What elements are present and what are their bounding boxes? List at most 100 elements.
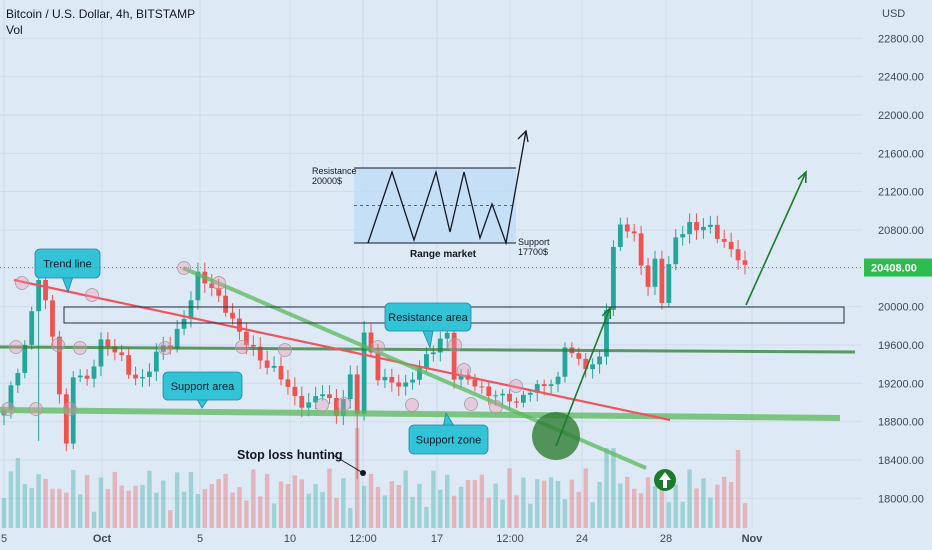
- volume-bar: [555, 480, 561, 528]
- candle-body: [527, 392, 533, 395]
- volume-bar: [147, 470, 152, 528]
- trend-line-callout-label: Trend line: [43, 259, 92, 271]
- marker-circle: [405, 398, 419, 412]
- volume-indicator-label: Vol: [6, 23, 23, 37]
- range-zigzag: [367, 130, 527, 246]
- volume-bar: [382, 495, 388, 528]
- candle-body: [451, 332, 457, 380]
- candle-body: [174, 328, 180, 349]
- candle-body: [701, 226, 706, 231]
- volume-bar: [410, 497, 415, 528]
- volume-bar: [8, 471, 14, 528]
- y-tick-label: 19600.00: [878, 340, 924, 352]
- marker-circle: [15, 276, 29, 290]
- candle-body: [133, 374, 138, 379]
- x-tick-label: 28: [660, 533, 672, 545]
- volume-bar: [98, 477, 104, 528]
- candle-body: [604, 309, 609, 357]
- x-tick-label: 12:00: [496, 533, 524, 545]
- candle-body: [396, 382, 402, 387]
- volume-bar: [521, 477, 526, 528]
- candle-body: [313, 396, 319, 403]
- candle-body: [264, 360, 270, 368]
- candle-body: [541, 384, 547, 387]
- y-tick-label: 18800.00: [878, 417, 924, 429]
- marker-circle: [73, 341, 87, 355]
- candle-body: [562, 347, 568, 377]
- range-market-label: Range market: [410, 249, 477, 260]
- volume-bar: [424, 506, 429, 528]
- volume-bar: [119, 485, 124, 528]
- candle-body: [424, 354, 429, 368]
- range-resistance-label: Resistance: [312, 166, 357, 176]
- volume-bar: [105, 488, 111, 528]
- volume-bar: [742, 503, 748, 528]
- current-price-value: 20408.00: [871, 263, 917, 275]
- candle-body: [548, 384, 554, 387]
- y-tick-label: 22800.00: [878, 33, 924, 45]
- volume-bar: [528, 503, 533, 528]
- candle-body: [29, 311, 35, 345]
- volume-bar: [451, 495, 457, 528]
- candle-body: [361, 332, 367, 414]
- marker-circle: [509, 379, 523, 393]
- candle-body: [576, 353, 582, 359]
- candle-body: [458, 374, 464, 380]
- currency-label: USD: [882, 8, 905, 20]
- volume-bar: [389, 481, 395, 528]
- candle-body: [417, 367, 422, 380]
- volume-bar: [84, 475, 90, 528]
- candle-body: [534, 384, 540, 393]
- volume-bar: [271, 503, 277, 528]
- range-support-value: 17700$: [518, 247, 548, 257]
- candle-body: [382, 376, 388, 381]
- candle-body: [278, 365, 284, 380]
- volume-bar: [195, 493, 201, 528]
- volume-bar: [417, 483, 422, 528]
- volume-bar: [154, 492, 159, 528]
- volume-bar: [251, 469, 256, 528]
- volume-bar: [715, 484, 720, 528]
- volume-bar: [57, 488, 62, 528]
- volume-bar: [133, 485, 138, 528]
- volume-bar: [15, 458, 21, 528]
- volume-bar: [216, 479, 221, 528]
- volume-bar: [22, 484, 27, 528]
- marker-circle: [235, 340, 249, 354]
- time-axis-bg: [0, 528, 932, 550]
- volume-bar: [77, 494, 83, 528]
- candle-body: [479, 386, 485, 388]
- candle-body: [368, 332, 374, 353]
- range-support-label: Support: [518, 237, 550, 247]
- marker-circle: [29, 402, 43, 416]
- support-band: [0, 407, 841, 421]
- marker-circle: [448, 338, 462, 352]
- candle-body: [299, 396, 305, 408]
- candle-body: [334, 398, 339, 416]
- candle-body: [437, 338, 443, 353]
- y-tick-label: 22000.00: [878, 110, 924, 122]
- candle-body: [320, 394, 325, 397]
- candle-body: [147, 371, 152, 378]
- breakout-arrow-head: [601, 306, 612, 320]
- candle-body: [181, 318, 187, 329]
- volume-bar: [209, 484, 214, 528]
- volume-bar: [535, 479, 540, 528]
- symbol-title: Bitcoin / U.S. Dollar, 4h, BITSTAMP: [6, 7, 196, 21]
- trend-line: [13, 278, 671, 422]
- volume-bar: [320, 491, 325, 528]
- volume-bar: [375, 486, 381, 528]
- x-tick-label: 5: [1, 533, 7, 545]
- candle-body: [624, 224, 630, 232]
- volume-bar: [486, 497, 491, 528]
- volume-bar: [29, 487, 34, 528]
- volume-bar: [659, 471, 665, 528]
- volume-bar: [64, 492, 69, 528]
- volume-bar: [396, 485, 401, 528]
- stop-loss-leader: [332, 454, 364, 474]
- volume-bar: [174, 472, 180, 528]
- volume-bar: [50, 488, 55, 528]
- candle-body: [153, 351, 159, 372]
- candle-body: [36, 279, 42, 312]
